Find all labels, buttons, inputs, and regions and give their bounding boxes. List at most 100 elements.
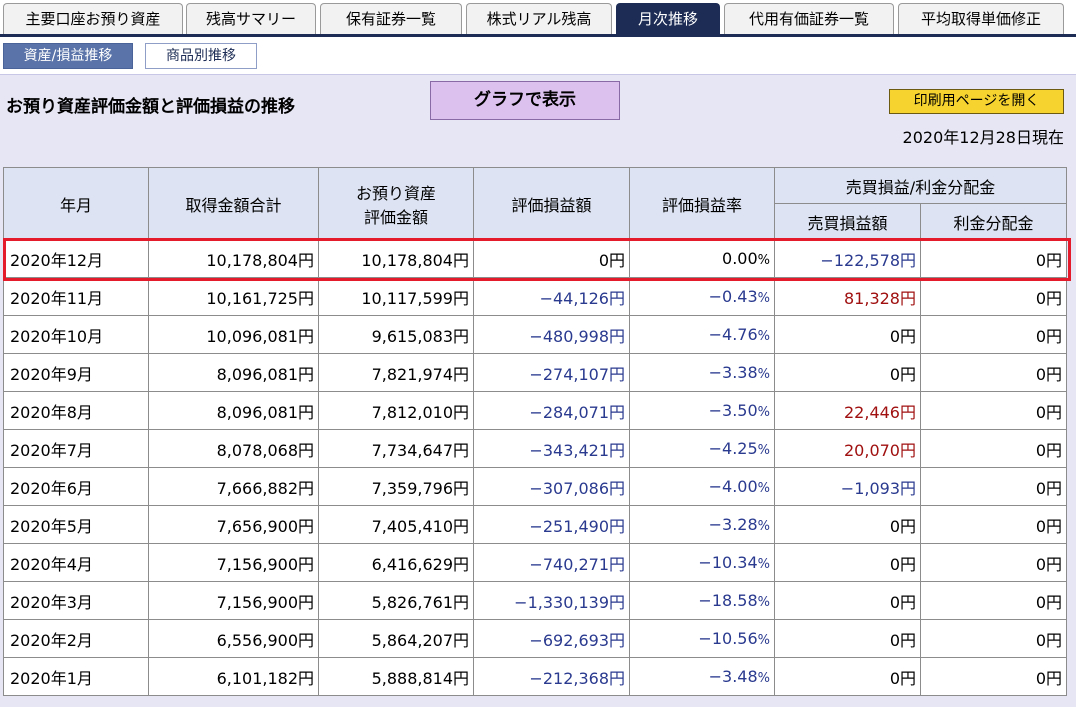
cell-unrealized-pl: −284,071円: [473, 391, 630, 430]
cell-unrealized-pl: 0円: [473, 239, 630, 278]
page-title: お預り資産評価金額と評価損益の推移: [6, 97, 295, 117]
cell-month-value: 2020年4月: [10, 554, 93, 574]
cell-month-value: 2020年2月: [10, 630, 93, 650]
cell-unrealized-rate: −3.38%: [629, 353, 775, 392]
header-dividend: 利金分配金: [920, 203, 1067, 240]
cell-month-value: 2020年12月: [10, 250, 104, 270]
cell-acquisition-total: 10,096,081円: [148, 315, 319, 354]
percent-sign: %: [757, 633, 770, 648]
cell-eval-amount-value: 7,821,974円: [371, 364, 469, 384]
tab-stock-realtime-balance[interactable]: 株式リアル残高: [466, 3, 612, 34]
cell-acquisition-total: 6,101,182円: [148, 657, 319, 696]
cell-unrealized-rate-value: −10.56: [698, 629, 758, 648]
cell-eval-amount: 5,864,207円: [318, 619, 474, 658]
cell-month: 2020年3月: [3, 581, 149, 620]
cell-unrealized-rate-value: 0.00: [722, 249, 758, 268]
cell-trade-pl-value: 0円: [889, 554, 916, 574]
cell-unrealized-pl-value: −212,368円: [529, 668, 625, 688]
table-row: 2020年12月 10,178,804円 10,178,804円 0円 0.00% −12…: [3, 239, 1067, 278]
trend-table-wrapper: 年月 取得金額合計 お預り資産 評価金額 評価損益額 評価損益率 売買損益/利金…: [3, 167, 1071, 696]
cell-trade-pl: −122,578円: [774, 239, 921, 278]
cell-dividend-value: 0円: [1035, 478, 1062, 498]
cell-eval-amount: 10,117,599円: [318, 277, 474, 316]
cell-unrealized-pl: −251,490円: [473, 505, 630, 544]
as-of-date: 2020年12月28日現在: [902, 128, 1064, 147]
open-print-page-button[interactable]: 印刷用ページを開く: [889, 89, 1064, 114]
cell-month-value: 2020年11月: [10, 288, 104, 308]
tab-avg-cost-adjust[interactable]: 平均取得単価修正: [898, 3, 1064, 34]
table-row: 2020年7月 8,078,068円 7,734,647円 −343,421円 −4.2…: [3, 429, 1067, 468]
sub-tab-bar: 資産/損益推移 商品別推移: [0, 37, 1076, 75]
cell-trade-pl-value: 0円: [889, 668, 916, 688]
cell-unrealized-rate: −4.76%: [629, 315, 775, 354]
cell-month: 2020年12月: [3, 239, 149, 278]
cell-eval-amount-value: 9,615,083円: [371, 326, 469, 346]
cell-unrealized-pl: −212,368円: [473, 657, 630, 696]
cell-eval-amount: 5,826,761円: [318, 581, 474, 620]
cell-acquisition-total: 7,156,900円: [148, 543, 319, 582]
cell-month-value: 2020年3月: [10, 592, 93, 612]
cell-acquisition-total: 6,556,900円: [148, 619, 319, 658]
cell-unrealized-pl-value: −1,330,139円: [514, 592, 625, 612]
cell-eval-amount: 6,416,629円: [318, 543, 474, 582]
cell-acquisition-total: 8,078,068円: [148, 429, 319, 468]
cell-month-value: 2020年10月: [10, 326, 104, 346]
cell-acquisition-total-value: 6,101,182円: [216, 668, 314, 688]
cell-month: 2020年5月: [3, 505, 149, 544]
cell-acquisition-total: 7,666,882円: [148, 467, 319, 506]
table-row: 2020年10月 10,096,081円 9,615,083円 −480,998円 −4…: [3, 315, 1067, 354]
show-graph-button[interactable]: グラフで表示: [430, 81, 620, 120]
cell-dividend-value: 0円: [1035, 554, 1062, 574]
cell-dividend-value: 0円: [1035, 288, 1062, 308]
cell-unrealized-rate-value: −0.43: [708, 287, 758, 306]
cell-unrealized-rate-value: −4.00: [708, 477, 758, 496]
tab-balance-summary[interactable]: 残高サマリー: [186, 3, 316, 34]
cell-acquisition-total-value: 8,078,068円: [216, 440, 314, 460]
cell-unrealized-pl-value: −284,071円: [529, 402, 625, 422]
cell-trade-pl: 22,446円: [774, 391, 921, 430]
percent-sign: %: [757, 329, 770, 344]
header-eval-amount: お預り資産 評価金額: [318, 167, 474, 240]
subtab-product-trend[interactable]: 商品別推移: [145, 43, 257, 69]
cell-dividend-value: 0円: [1035, 592, 1062, 612]
cell-trade-pl-value: 0円: [889, 364, 916, 384]
subtab-asset-pl-trend[interactable]: 資産/損益推移: [3, 43, 133, 69]
percent-sign: %: [757, 557, 770, 572]
cell-dividend-value: 0円: [1035, 630, 1062, 650]
cell-eval-amount-value: 10,117,599円: [361, 288, 469, 308]
table-row: 2020年5月 7,656,900円 7,405,410円 −251,490円 −3.2…: [3, 505, 1067, 544]
cell-unrealized-rate: −18.58%: [629, 581, 775, 620]
tab-collateral-securities[interactable]: 代用有価証券一覧: [724, 3, 894, 34]
cell-eval-amount: 9,615,083円: [318, 315, 474, 354]
tab-monthly-trend[interactable]: 月次推移: [616, 3, 720, 34]
tab-holdings-list[interactable]: 保有証券一覧: [320, 3, 462, 34]
cell-dividend: 0円: [920, 467, 1067, 506]
percent-sign: %: [757, 405, 770, 420]
cell-acquisition-total-value: 10,096,081円: [206, 326, 314, 346]
cell-dividend-value: 0円: [1035, 440, 1062, 460]
cell-unrealized-pl: −480,998円: [473, 315, 630, 354]
cell-acquisition-total-value: 7,666,882円: [216, 478, 314, 498]
cell-dividend-value: 0円: [1035, 402, 1062, 422]
tab-main-account-assets[interactable]: 主要口座お預り資産: [3, 3, 183, 34]
cell-acquisition-total: 8,096,081円: [148, 391, 319, 430]
cell-unrealized-pl-value: −740,271円: [529, 554, 625, 574]
cell-unrealized-pl-value: −274,107円: [529, 364, 625, 384]
cell-month-value: 2020年9月: [10, 364, 93, 384]
cell-month: 2020年11月: [3, 277, 149, 316]
cell-trade-pl: −1,093円: [774, 467, 921, 506]
trend-table: 年月 取得金額合計 お預り資産 評価金額 評価損益額 評価損益率 売買損益/利金…: [3, 167, 1067, 696]
cell-acquisition-total: 10,161,725円: [148, 277, 319, 316]
cell-acquisition-total-value: 10,161,725円: [206, 288, 314, 308]
cell-unrealized-rate-value: −3.38: [708, 363, 758, 382]
cell-dividend-value: 0円: [1035, 326, 1062, 346]
cell-trade-pl: 0円: [774, 315, 921, 354]
cell-unrealized-rate-value: −4.25: [708, 439, 758, 458]
cell-dividend: 0円: [920, 353, 1067, 392]
cell-unrealized-rate-value: −4.76: [708, 325, 758, 344]
cell-eval-amount-value: 6,416,629円: [371, 554, 469, 574]
tab-underline: [0, 34, 1076, 37]
cell-unrealized-pl: −740,271円: [473, 543, 630, 582]
header-acquisition-total: 取得金額合計: [148, 167, 319, 240]
cell-acquisition-total-value: 8,096,081円: [216, 364, 314, 384]
